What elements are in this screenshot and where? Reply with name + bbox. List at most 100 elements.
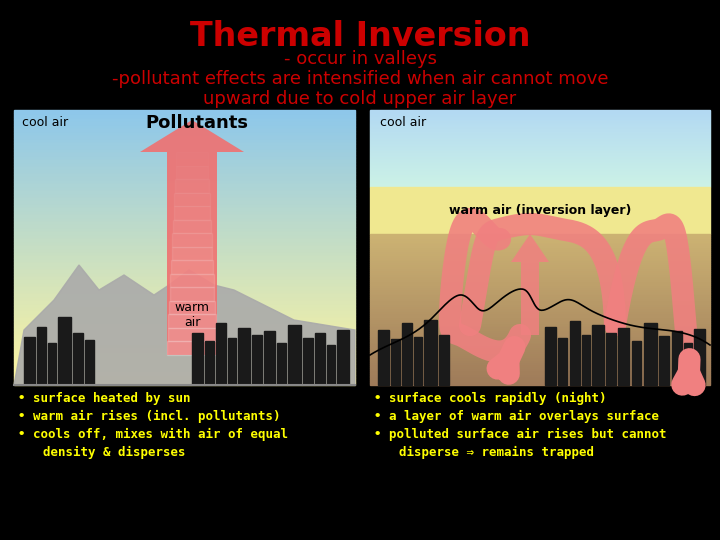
Bar [370, 131, 710, 132]
Bar [370, 113, 710, 114]
Bar [14, 340, 355, 344]
Bar [14, 182, 355, 186]
Bar [370, 361, 710, 362]
Text: • cools off, mixes with air of equal: • cools off, mixes with air of equal [18, 428, 288, 441]
Bar [370, 238, 710, 240]
Bar [370, 177, 710, 178]
Bar [14, 350, 355, 354]
Bar [205, 341, 214, 385]
Bar [370, 171, 710, 172]
Bar [370, 167, 710, 168]
Bar [370, 125, 710, 126]
Bar [14, 282, 355, 285]
Bar [167, 341, 217, 355]
Bar [370, 328, 710, 330]
Bar [370, 157, 710, 158]
Bar [48, 343, 56, 385]
Bar [14, 295, 355, 299]
Bar [370, 245, 710, 247]
Bar [370, 279, 710, 281]
Bar [14, 203, 355, 206]
Bar [370, 234, 710, 236]
Bar [168, 328, 216, 341]
Bar [370, 127, 710, 129]
Bar [370, 114, 710, 115]
Bar [327, 345, 335, 385]
Bar [14, 309, 355, 313]
Bar [14, 189, 355, 192]
Bar [370, 287, 710, 289]
Text: • surface cools rapidly (night): • surface cools rapidly (night) [374, 392, 606, 405]
Bar [58, 317, 71, 385]
Bar [582, 335, 590, 385]
Bar [370, 362, 710, 365]
Bar [570, 321, 580, 385]
Text: cool air: cool air [22, 116, 68, 129]
Bar [14, 285, 355, 289]
Bar [264, 331, 275, 385]
Bar [370, 355, 710, 357]
Bar [14, 251, 355, 254]
Bar [168, 314, 216, 328]
Bar [370, 364, 710, 366]
Bar [14, 134, 355, 138]
Bar [370, 181, 710, 182]
Bar [370, 146, 710, 147]
Bar [402, 323, 412, 385]
Bar [592, 325, 604, 385]
Bar [14, 299, 355, 302]
Bar [14, 110, 355, 113]
Bar [370, 270, 710, 272]
Bar [378, 330, 389, 385]
Bar [238, 328, 250, 385]
Bar [14, 330, 355, 333]
Bar [424, 320, 437, 385]
Bar [14, 158, 355, 161]
Bar [644, 323, 657, 385]
Bar [370, 133, 710, 134]
Text: warm air (inversion layer): warm air (inversion layer) [449, 204, 631, 217]
Bar [14, 344, 355, 347]
Bar [391, 339, 400, 385]
Bar [14, 368, 355, 372]
Bar [14, 347, 355, 350]
Text: warm
air: warm air [174, 301, 210, 329]
Bar [370, 289, 710, 291]
Bar [370, 375, 710, 377]
Bar [337, 330, 349, 385]
Bar [370, 379, 710, 381]
Bar [14, 179, 355, 182]
Bar [370, 138, 710, 139]
Bar [370, 251, 710, 253]
Bar [14, 313, 355, 316]
Bar [37, 327, 46, 385]
Text: -pollutant effects are intensified when air cannot move: -pollutant effects are intensified when … [112, 70, 608, 88]
Bar [370, 313, 710, 315]
Bar [370, 159, 710, 160]
Bar [370, 274, 710, 275]
Bar [370, 161, 710, 162]
Bar [14, 302, 355, 306]
Bar [370, 330, 710, 332]
Bar [370, 112, 710, 113]
Bar [439, 335, 449, 385]
Bar [277, 343, 286, 385]
Bar [14, 210, 355, 213]
Bar [370, 347, 710, 349]
Bar [172, 233, 212, 247]
Bar [370, 139, 710, 140]
Bar [370, 129, 710, 130]
Bar [370, 156, 710, 157]
Bar [14, 172, 355, 176]
Bar [370, 119, 710, 120]
Bar [14, 206, 355, 210]
Bar [370, 272, 710, 274]
Bar [370, 370, 710, 372]
Text: upward due to cold upper air layer: upward due to cold upper air layer [203, 90, 517, 108]
Bar [171, 274, 214, 287]
Text: Pollutants: Pollutants [145, 114, 248, 132]
Bar [370, 357, 710, 359]
Text: density & disperses: density & disperses [28, 446, 186, 459]
Bar [14, 165, 355, 168]
Bar [370, 240, 710, 241]
